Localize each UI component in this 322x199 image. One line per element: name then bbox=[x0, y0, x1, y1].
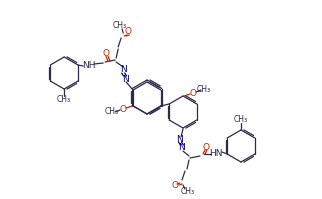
Text: HN: HN bbox=[209, 148, 223, 157]
Text: O: O bbox=[120, 104, 127, 113]
Text: CH₃: CH₃ bbox=[105, 107, 119, 116]
Text: N: N bbox=[122, 74, 128, 84]
Text: O: O bbox=[103, 49, 110, 58]
Text: NH: NH bbox=[82, 60, 96, 69]
Text: CH₃: CH₃ bbox=[57, 96, 71, 104]
Text: O: O bbox=[203, 142, 210, 151]
Text: CH₃: CH₃ bbox=[181, 186, 195, 195]
Text: N: N bbox=[177, 135, 183, 143]
Text: CH₃: CH₃ bbox=[113, 21, 127, 30]
Text: N: N bbox=[120, 65, 127, 74]
Text: N: N bbox=[179, 143, 185, 152]
Text: O: O bbox=[125, 27, 132, 36]
Text: O: O bbox=[190, 89, 196, 98]
Text: O: O bbox=[172, 181, 178, 190]
Text: CH₃: CH₃ bbox=[197, 86, 211, 95]
Text: CH₃: CH₃ bbox=[234, 114, 248, 124]
